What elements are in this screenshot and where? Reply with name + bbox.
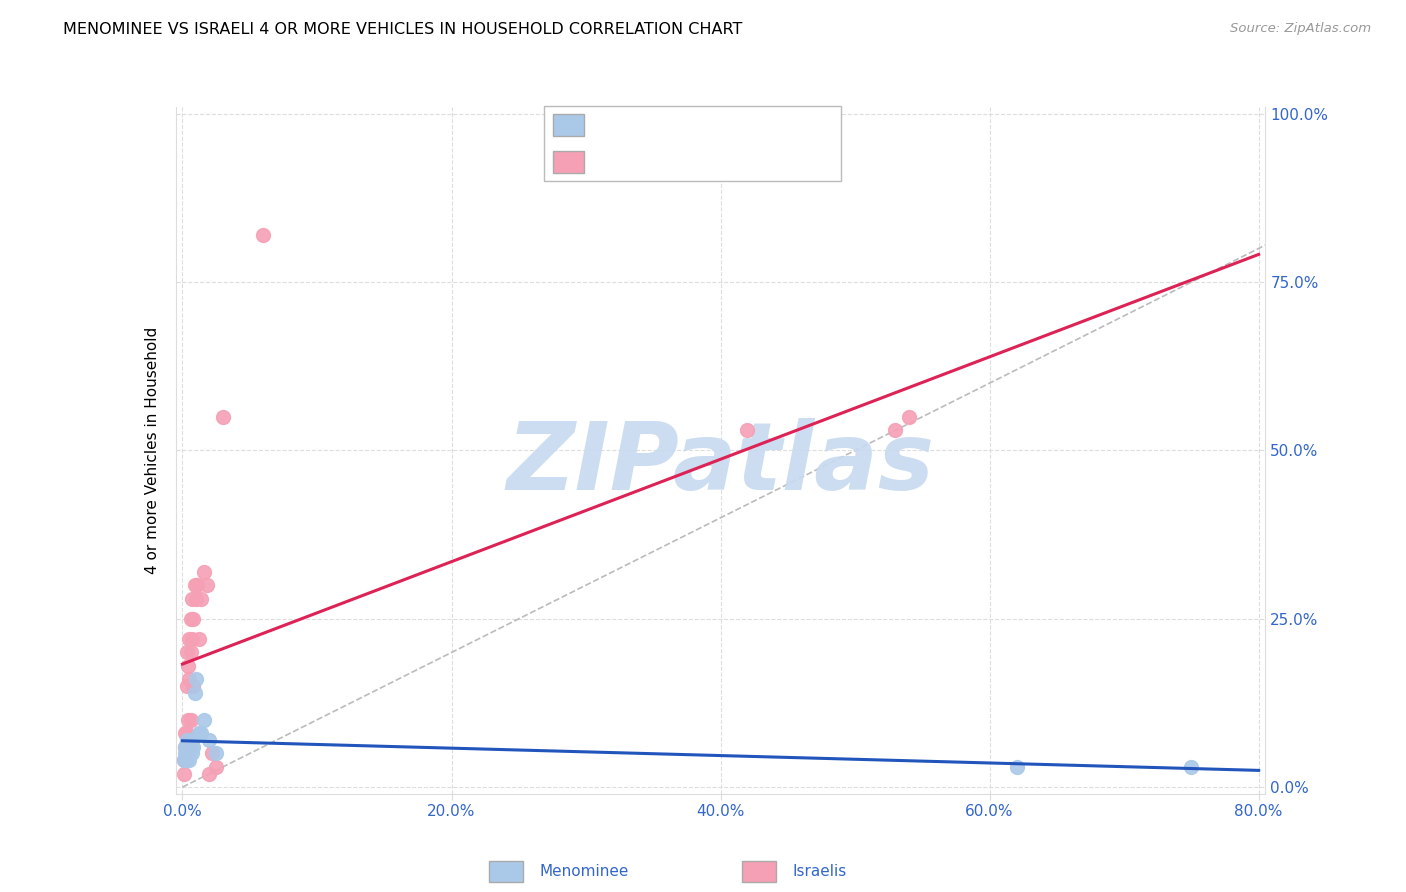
Text: -0.311: -0.311 [633,115,692,134]
Point [176,747,198,761]
Text: Menominee: Menominee [540,864,630,879]
Point [180,645,202,659]
Point [184,591,207,606]
Point [180,632,202,646]
Point [193,565,215,579]
Point [252,227,274,242]
Text: MENOMINEE VS ISRAELI 4 OR MORE VEHICLES IN HOUSEHOLD CORRELATION CHART: MENOMINEE VS ISRAELI 4 OR MORE VEHICLES … [63,22,742,37]
Point [179,673,201,687]
Text: 36: 36 [759,153,782,171]
Point [211,409,233,424]
Bar [742,861,776,882]
Bar [554,114,583,136]
Point [177,739,200,754]
Point [190,591,212,606]
Point [179,632,201,646]
Point [176,733,198,747]
Bar [489,861,523,882]
Point [179,747,201,761]
Point [205,760,228,774]
Point [173,766,195,780]
Point [897,409,920,424]
Point [173,753,195,767]
Text: N =: N = [717,115,754,134]
Point [174,739,197,754]
Point [884,423,907,437]
Point [181,612,204,626]
Text: 19: 19 [759,115,782,134]
Point [180,739,202,754]
Point [180,612,202,626]
Point [179,739,201,754]
Point [180,747,202,761]
Point [177,659,200,673]
Point [176,753,198,767]
Point [184,673,207,687]
Point [187,726,209,740]
Point [177,747,200,761]
Text: Source: ZipAtlas.com: Source: ZipAtlas.com [1230,22,1371,36]
Point [176,726,198,740]
Text: Israelis: Israelis [793,864,848,879]
Point [176,679,198,693]
Point [195,578,218,592]
Point [174,747,197,761]
Point [180,713,202,727]
Point [181,739,204,754]
Point [201,747,224,761]
Text: N =: N = [717,153,754,171]
Point [737,423,759,437]
Point [198,733,221,747]
Point [1005,760,1028,774]
Point [173,753,195,767]
Y-axis label: 4 or more Vehicles in Household: 4 or more Vehicles in Household [145,326,160,574]
Point [181,679,204,693]
Point [177,713,200,727]
Point [176,739,198,754]
Text: R =: R = [596,115,631,134]
Text: 0.888: 0.888 [633,153,685,171]
Point [190,726,212,740]
Point [174,739,197,754]
Point [179,753,201,767]
Bar [554,152,583,173]
Point [180,591,202,606]
Point [193,713,215,727]
Point [198,766,221,780]
Text: R =: R = [596,153,631,171]
Point [174,753,197,767]
Text: ZIPatlas: ZIPatlas [506,418,935,510]
Point [174,726,197,740]
Point [205,747,228,761]
Point [1180,760,1202,774]
Point [183,578,205,592]
Point [187,632,209,646]
Point [176,645,198,659]
Point [180,733,202,747]
Point [186,578,208,592]
FancyBboxPatch shape [544,106,841,181]
Point [183,686,205,700]
